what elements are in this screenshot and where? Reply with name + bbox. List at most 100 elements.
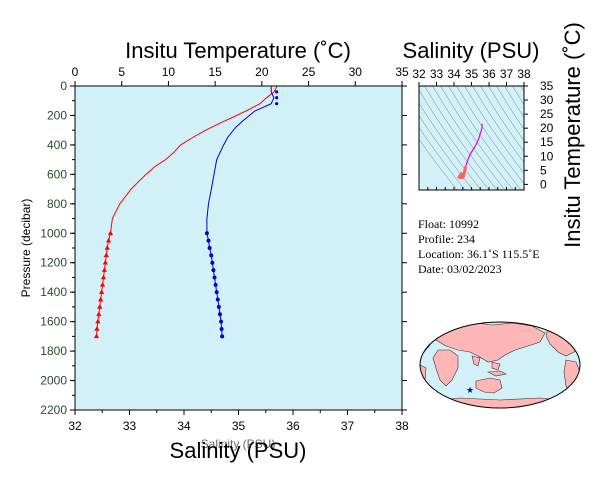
temperature-point bbox=[102, 259, 108, 265]
temperature-point bbox=[94, 326, 100, 331]
temperature-point bbox=[100, 274, 107, 280]
temperature-tick-label: 25 bbox=[302, 65, 316, 79]
salinity-point bbox=[206, 238, 211, 243]
location: Location: 36.1˚S 115.5˚E bbox=[418, 247, 540, 261]
profile-plot-background bbox=[74, 85, 403, 411]
ts-plot-title: Salinity (PSU) bbox=[403, 38, 540, 63]
pressure-tick-label: 0 bbox=[60, 79, 67, 93]
ts-salinity-tick-label: 37 bbox=[500, 67, 514, 81]
salinity-surface-point bbox=[275, 96, 279, 100]
temperature-point bbox=[97, 303, 103, 309]
temperature-point bbox=[101, 267, 108, 272]
pressure-tick-label: 2200 bbox=[40, 403, 67, 417]
float-location-marker: ★ bbox=[466, 385, 474, 395]
density-contour bbox=[424, 86, 498, 190]
density-contour bbox=[419, 127, 466, 190]
pressure-tick-label: 2000 bbox=[40, 374, 67, 388]
pressure-tick-label: 1200 bbox=[40, 256, 67, 270]
ts-plot-background bbox=[419, 86, 524, 190]
density-contour bbox=[456, 86, 524, 185]
density-contour bbox=[448, 86, 522, 190]
temperature-point bbox=[98, 296, 104, 302]
temperature-point bbox=[104, 245, 110, 250]
profile-series bbox=[93, 86, 279, 339]
temperature-tick-label: 30 bbox=[349, 65, 363, 79]
salinity-point bbox=[219, 327, 224, 331]
salinity-surface-point bbox=[275, 102, 279, 106]
ts-temperature-tick-label: 25 bbox=[540, 107, 554, 121]
density-contour bbox=[520, 86, 524, 93]
temperature-point bbox=[99, 289, 105, 294]
salinity-point bbox=[219, 319, 224, 324]
ts-salinity-tick-label: 38 bbox=[517, 67, 531, 81]
salinity-point bbox=[213, 282, 218, 287]
salinity-point bbox=[212, 275, 217, 280]
salinity-point bbox=[220, 334, 225, 339]
density-contour bbox=[440, 86, 514, 190]
salinity-point bbox=[215, 297, 220, 302]
ts-salinity-tick-label: 35 bbox=[465, 67, 479, 81]
date: Date: 03/02/2023 bbox=[418, 262, 502, 276]
temperature-tick-label: 15 bbox=[208, 65, 222, 79]
ts-temperature-axis-title: Insitu Temperature (˚C) bbox=[560, 22, 585, 248]
pressure-tick-label: 1800 bbox=[40, 344, 67, 358]
salinity-point bbox=[210, 260, 215, 265]
temperature-tick-label: 20 bbox=[255, 65, 269, 79]
salinity-point bbox=[204, 231, 209, 236]
salinity-tick-label: 34 bbox=[177, 419, 191, 433]
temperature-point bbox=[107, 230, 114, 236]
ts-salinity-tick-label: 33 bbox=[430, 67, 444, 81]
density-contour bbox=[419, 102, 482, 190]
pressure-tick-label: 600 bbox=[47, 167, 67, 181]
profile-plot: 0200400600800100012001400160018002000220… bbox=[19, 38, 409, 463]
float-info: Float: 10992 Profile: 234 Location: 36.1… bbox=[418, 217, 540, 276]
pressure-tick-label: 1000 bbox=[40, 226, 67, 240]
salinity-axis-title: Salinity (PSU) bbox=[170, 438, 307, 463]
ts-trace-upper bbox=[464, 123, 483, 168]
float-id: Float: 10992 bbox=[418, 217, 479, 231]
temperature-tick-label: 35 bbox=[395, 65, 409, 79]
salinity-point bbox=[214, 290, 219, 295]
pressure-tick-label: 1600 bbox=[40, 315, 67, 329]
temperature-tick-label: 5 bbox=[118, 65, 125, 79]
pressure-tick-label: 800 bbox=[47, 197, 67, 211]
temperature-tick-label: 10 bbox=[162, 65, 176, 79]
density-contour bbox=[488, 86, 524, 142]
density-contour bbox=[419, 89, 490, 190]
density-contour bbox=[419, 138, 458, 190]
temperature-axis-title: Insitu Temperature (˚C) bbox=[125, 38, 351, 63]
salinity-point bbox=[217, 312, 222, 317]
world-map: ★ bbox=[419, 321, 581, 409]
salinity-tick-label: 35 bbox=[232, 419, 246, 433]
temperature-point bbox=[99, 281, 106, 287]
density-contour bbox=[512, 86, 524, 106]
density-contour bbox=[472, 86, 524, 164]
pressure-axis-title: Pressure (decibar) bbox=[19, 199, 33, 298]
salinity-point bbox=[211, 268, 216, 273]
ts-plot: Salinity (PSU) 32 33 34 35 36 37 3835302520151… bbox=[403, 22, 585, 248]
temperature-point bbox=[96, 311, 102, 317]
salinity-line bbox=[206, 86, 275, 234]
ts-trace-deep bbox=[457, 166, 467, 180]
salinity-tick-label: 33 bbox=[123, 419, 137, 433]
salinity-point bbox=[207, 246, 212, 250]
temperature-point bbox=[93, 333, 100, 339]
salinity-axis-title-faint: Salinity (PSU) bbox=[201, 437, 276, 451]
profile-ticks: 0200400600800100012001400160018002000220… bbox=[40, 65, 409, 433]
density-contour bbox=[432, 86, 506, 190]
profile-number: Profile: 234 bbox=[418, 232, 475, 246]
temperature-point bbox=[103, 252, 109, 258]
ts-temperature-tick-label: 30 bbox=[540, 93, 554, 107]
ts-temperature-tick-label: 10 bbox=[540, 149, 554, 163]
density-contour bbox=[496, 86, 524, 130]
salinity-surface-point bbox=[275, 90, 279, 94]
ts-trace bbox=[457, 123, 483, 180]
salinity-point bbox=[209, 253, 214, 258]
ts-salinity-tick-label: 36 bbox=[482, 67, 496, 81]
salinity-tick-label: 37 bbox=[341, 419, 355, 433]
temperature-line bbox=[110, 86, 278, 234]
ts-temperature-tick-label: 5 bbox=[540, 163, 547, 177]
salinity-point bbox=[216, 304, 221, 309]
